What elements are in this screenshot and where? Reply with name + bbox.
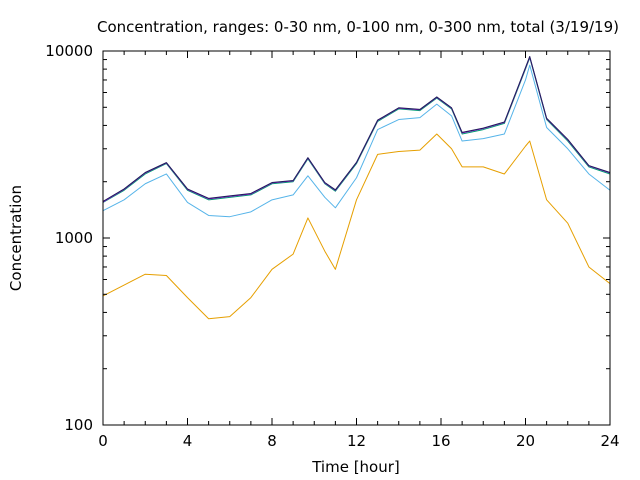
x-tick-label: 24 [600, 432, 619, 450]
x-tick-label: 0 [98, 432, 108, 450]
x-tick-label: 20 [516, 432, 535, 450]
x-tick-label: 8 [267, 432, 277, 450]
x-tick-label: 12 [347, 432, 366, 450]
y-tick-label: 10000 [45, 42, 93, 60]
plot-frame [102, 50, 611, 426]
series-line-5 [102, 55, 611, 202]
chart-title: Concentration, ranges: 0-30 nm, 0-100 nm… [97, 18, 619, 36]
series-line-2 [102, 64, 611, 218]
y-axis-label: Concentration [7, 185, 25, 291]
series-line-1 [102, 133, 611, 320]
y-tick-label: 100 [64, 416, 93, 434]
ticks-layer: 0 4 8 12 16 20 24 100 1000 10000 [45, 42, 619, 450]
x-tick-label: 16 [431, 432, 450, 450]
series-layer [102, 55, 611, 320]
x-tick-label: 4 [183, 432, 193, 450]
y-tick-label: 1000 [55, 229, 93, 247]
x-axis-label: Time [hour] [311, 458, 400, 476]
